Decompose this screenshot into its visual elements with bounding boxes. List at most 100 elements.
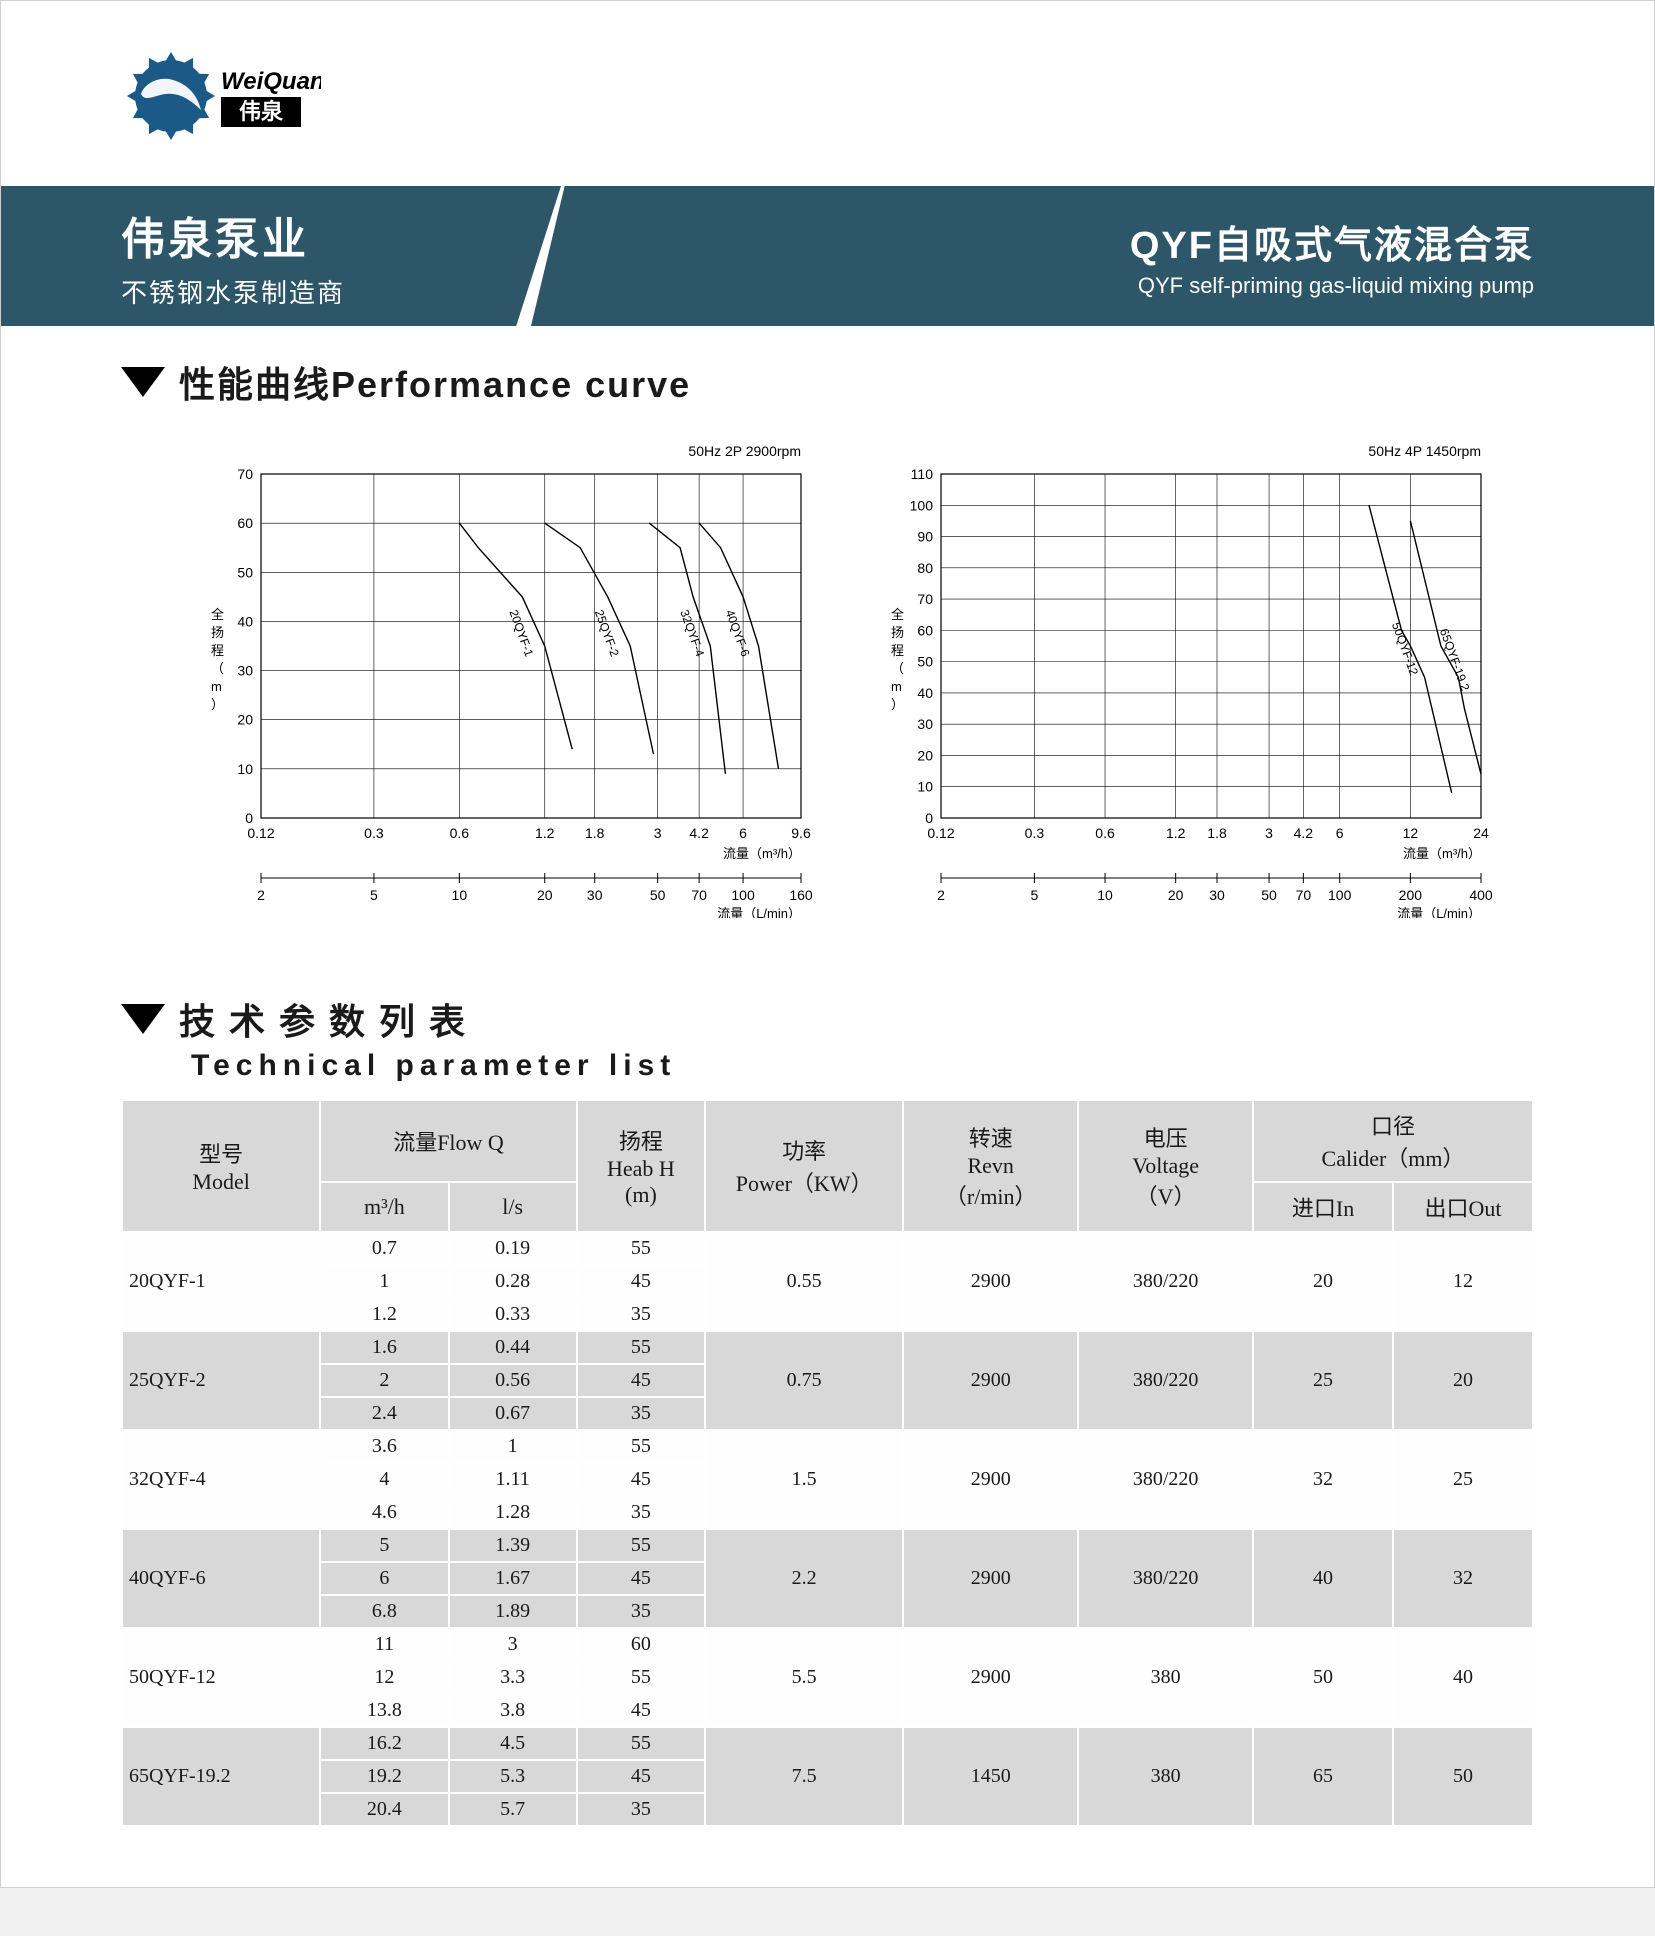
svg-text:6: 6 (739, 825, 747, 841)
banner-right: QYF自吸式气液混合泵 QYF self-priming gas-liquid … (531, 186, 1654, 326)
chart-left: 50Hz 2P 2900rpm010203040506070全扬程（m）0.12… (191, 438, 831, 923)
svg-text:65QYF-19.2: 65QYF-19.2 (1437, 627, 1473, 694)
svg-text:100: 100 (1328, 887, 1352, 903)
svg-text:0.6: 0.6 (450, 825, 470, 841)
table-row: 32QYF-43.61551.52900380/2203225 (122, 1430, 1533, 1463)
banner: 伟泉泵业 不锈钢水泵制造商 QYF自吸式气液混合泵 QYF self-primi… (1, 186, 1654, 326)
chart-right: 50Hz 4P 1450rpm0102030405060708090100110… (871, 438, 1511, 923)
table-row: 50QYF-12113605.529003805040 (122, 1628, 1533, 1661)
svg-text:50: 50 (650, 887, 666, 903)
svg-text:扬: 扬 (211, 625, 224, 640)
logo-region: WeiQuan 伟泉 (1, 41, 1654, 186)
svg-text:5: 5 (1030, 887, 1038, 903)
svg-text:70: 70 (917, 591, 933, 607)
charts-row: 50Hz 2P 2900rpm010203040506070全扬程（m）0.12… (1, 418, 1654, 943)
svg-text:全: 全 (211, 607, 224, 622)
svg-text:0.12: 0.12 (927, 825, 954, 841)
svg-text:9.6: 9.6 (791, 825, 811, 841)
svg-text:0.3: 0.3 (1025, 825, 1045, 841)
svg-text:0.6: 0.6 (1095, 825, 1115, 841)
section-params-title-en: Technical parameter list (1, 1049, 1654, 1083)
svg-text:50QYF-12: 50QYF-12 (1389, 620, 1421, 677)
arrow-down-icon (121, 367, 165, 397)
page: WeiQuan 伟泉 伟泉泵业 不锈钢水泵制造商 QYF自吸式气液混合泵 QYF… (0, 0, 1655, 1888)
weiquan-logo-icon: WeiQuan 伟泉 (121, 41, 321, 161)
svg-text:30: 30 (917, 716, 933, 732)
svg-text:1.2: 1.2 (535, 825, 555, 841)
svg-text:4.2: 4.2 (1294, 825, 1314, 841)
svg-text:）: ） (891, 697, 904, 712)
svg-text:24: 24 (1473, 825, 1489, 841)
svg-text:50: 50 (1261, 887, 1277, 903)
svg-text:60: 60 (917, 622, 933, 638)
svg-text:40: 40 (917, 685, 933, 701)
svg-text:流量（L/min）: 流量（L/min） (717, 906, 801, 918)
svg-text:50: 50 (237, 564, 253, 580)
table-row: 25QYF-21.60.44550.752900380/2202520 (122, 1331, 1533, 1364)
svg-text:10: 10 (237, 761, 253, 777)
svg-text:流量（m³/h）: 流量（m³/h） (723, 846, 801, 861)
svg-text:90: 90 (917, 529, 933, 545)
logo-text-en: WeiQuan (221, 68, 321, 95)
svg-text:32QYF-4: 32QYF-4 (677, 608, 707, 659)
svg-text:400: 400 (1469, 887, 1493, 903)
svg-text:30: 30 (237, 663, 253, 679)
svg-text:0: 0 (925, 810, 933, 826)
svg-text:扬: 扬 (891, 625, 904, 640)
svg-text:12: 12 (1403, 825, 1419, 841)
product-title-en: QYF self-priming gas-liquid mixing pump (1138, 273, 1534, 299)
svg-text:80: 80 (917, 560, 933, 576)
svg-text:30: 30 (587, 887, 603, 903)
svg-text:2: 2 (257, 887, 265, 903)
svg-text:）: ） (211, 697, 224, 712)
svg-text:流量（m³/h）: 流量（m³/h） (1403, 846, 1481, 861)
svg-text:20: 20 (537, 887, 553, 903)
section-performance-title: 性能曲线Performance curve (179, 356, 691, 408)
svg-text:（: （ (211, 661, 224, 676)
svg-text:70: 70 (237, 466, 253, 482)
svg-text:10: 10 (1097, 887, 1113, 903)
svg-text:10: 10 (452, 887, 468, 903)
svg-text:m: m (211, 679, 222, 694)
svg-text:（: （ (891, 661, 904, 676)
svg-text:m: m (891, 679, 902, 694)
svg-text:60: 60 (237, 515, 253, 531)
arrow-down-icon (121, 1004, 165, 1034)
section-params-title-cn: 技 术 参 数 列 表 (179, 993, 467, 1045)
table-row: 40QYF-651.39552.22900380/2204032 (122, 1529, 1533, 1562)
svg-text:25QYF-2: 25QYF-2 (592, 608, 622, 659)
svg-text:4.2: 4.2 (689, 825, 709, 841)
svg-text:1.2: 1.2 (1166, 825, 1186, 841)
svg-text:30: 30 (1209, 887, 1225, 903)
banner-left: 伟泉泵业 不锈钢水泵制造商 (1, 186, 561, 326)
section-params-head: 技 术 参 数 列 表 (1, 943, 1654, 1055)
svg-text:110: 110 (911, 466, 934, 482)
svg-text:1.8: 1.8 (1207, 825, 1227, 841)
svg-text:10: 10 (917, 779, 933, 795)
svg-text:2: 2 (937, 887, 945, 903)
svg-text:0.12: 0.12 (247, 825, 274, 841)
svg-text:20: 20 (237, 712, 253, 728)
svg-text:全: 全 (891, 607, 904, 622)
svg-text:50: 50 (917, 654, 933, 670)
svg-text:70: 70 (1296, 887, 1312, 903)
svg-text:50Hz 2P 2900rpm: 50Hz 2P 2900rpm (688, 443, 801, 459)
svg-text:40QYF-6: 40QYF-6 (723, 608, 753, 659)
svg-text:流量（L/min）: 流量（L/min） (1397, 906, 1481, 918)
svg-text:70: 70 (691, 887, 707, 903)
logo-text-cn: 伟泉 (239, 99, 284, 124)
company-tagline: 不锈钢水泵制造商 (121, 273, 501, 310)
product-title-cn: QYF自吸式气液混合泵 (1130, 214, 1534, 269)
svg-text:3: 3 (1265, 825, 1273, 841)
table-row: 20QYF-10.70.19550.552900380/2202012 (122, 1232, 1533, 1265)
svg-text:0: 0 (245, 810, 253, 826)
svg-text:40: 40 (237, 613, 253, 629)
svg-text:100: 100 (731, 887, 755, 903)
svg-text:程: 程 (891, 643, 904, 658)
svg-text:1.8: 1.8 (585, 825, 605, 841)
company-name: 伟泉泵业 (121, 203, 501, 267)
parameter-table-element: 型号Model流量Flow Q扬程Heab H(m)功率Power（KW）转速R… (121, 1099, 1534, 1827)
svg-text:5: 5 (370, 887, 378, 903)
chart-right-svg: 50Hz 4P 1450rpm0102030405060708090100110… (871, 438, 1511, 918)
svg-text:3: 3 (654, 825, 662, 841)
